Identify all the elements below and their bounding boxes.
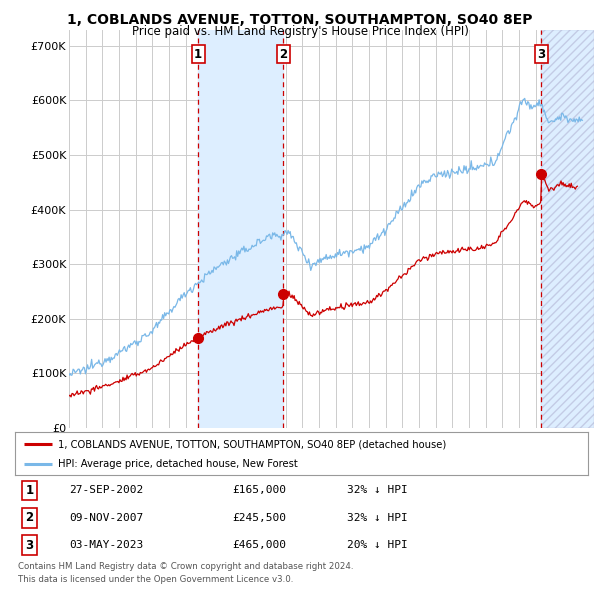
Text: 1, COBLANDS AVENUE, TOTTON, SOUTHAMPTON, SO40 8EP (detached house): 1, COBLANDS AVENUE, TOTTON, SOUTHAMPTON,… [58,440,446,450]
Text: 1: 1 [194,48,202,61]
Text: 32% ↓ HPI: 32% ↓ HPI [347,513,408,523]
Text: 03-MAY-2023: 03-MAY-2023 [70,540,143,550]
Text: £245,500: £245,500 [233,513,287,523]
Text: 32% ↓ HPI: 32% ↓ HPI [347,486,408,496]
Bar [541,30,594,428]
Text: 2: 2 [25,511,34,525]
Text: HPI: Average price, detached house, New Forest: HPI: Average price, detached house, New … [58,460,298,469]
Bar [198,30,283,428]
Text: 27-SEP-2002: 27-SEP-2002 [70,486,143,496]
Text: This data is licensed under the Open Government Licence v3.0.: This data is licensed under the Open Gov… [18,575,293,584]
Text: £465,000: £465,000 [233,540,287,550]
Text: 09-NOV-2007: 09-NOV-2007 [70,513,143,523]
Text: 2: 2 [279,48,287,61]
Text: Price paid vs. HM Land Registry's House Price Index (HPI): Price paid vs. HM Land Registry's House … [131,25,469,38]
Text: 1: 1 [25,484,34,497]
Text: Contains HM Land Registry data © Crown copyright and database right 2024.: Contains HM Land Registry data © Crown c… [18,562,353,571]
Text: 20% ↓ HPI: 20% ↓ HPI [347,540,408,550]
Text: 3: 3 [25,539,34,552]
Text: 3: 3 [537,48,545,61]
Text: £165,000: £165,000 [233,486,287,496]
Text: 1, COBLANDS AVENUE, TOTTON, SOUTHAMPTON, SO40 8EP: 1, COBLANDS AVENUE, TOTTON, SOUTHAMPTON,… [67,13,533,27]
Bar [541,30,594,428]
